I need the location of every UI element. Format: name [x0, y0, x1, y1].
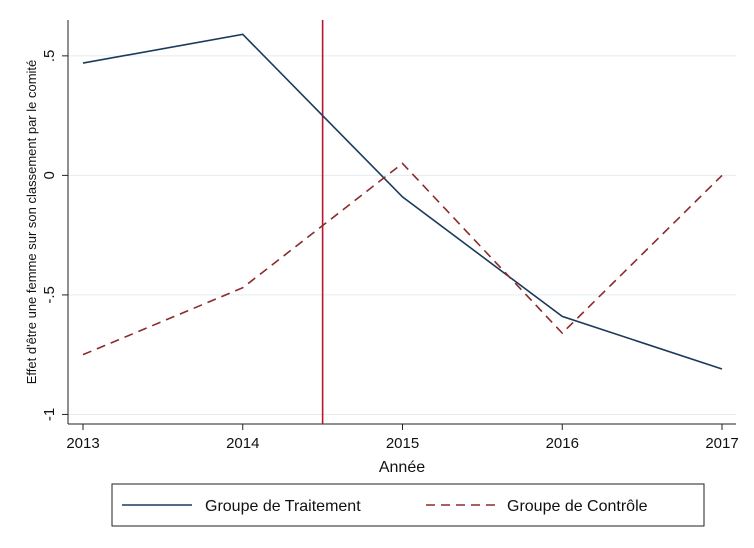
legend-box [111, 483, 705, 527]
x-tick-label: 2015 [386, 435, 419, 452]
y-tick-label: 0 [41, 171, 58, 179]
y-tick-label: -.5 [41, 286, 58, 304]
x-tick-label: 2016 [546, 435, 579, 452]
series-line-treatment [82, 33, 723, 370]
legend-label-treatment: Groupe de Traitement [205, 498, 361, 515]
x-tick-label: 2013 [66, 435, 99, 452]
legend-label-control: Groupe de Contrôle [507, 498, 648, 515]
y-axis-title: Effet d'être une femme sur son classemen… [24, 60, 39, 385]
series-lines [82, 33, 723, 370]
y-tick-label: .5 [41, 50, 58, 63]
legend: Groupe de Traitement Groupe de Contrôle [111, 483, 705, 527]
grid-lines [68, 55, 736, 415]
x-tick-label: 2017 [705, 435, 738, 452]
y-tick-label: -1 [41, 408, 58, 421]
x-tick-label: 2014 [226, 435, 259, 452]
x-axis-title: Année [379, 459, 425, 476]
y-ticks: -1 -.5 0 .5 [41, 50, 68, 421]
series-line-control [82, 162, 723, 356]
x-ticks: 2013 2014 2015 2016 2017 [66, 424, 739, 452]
